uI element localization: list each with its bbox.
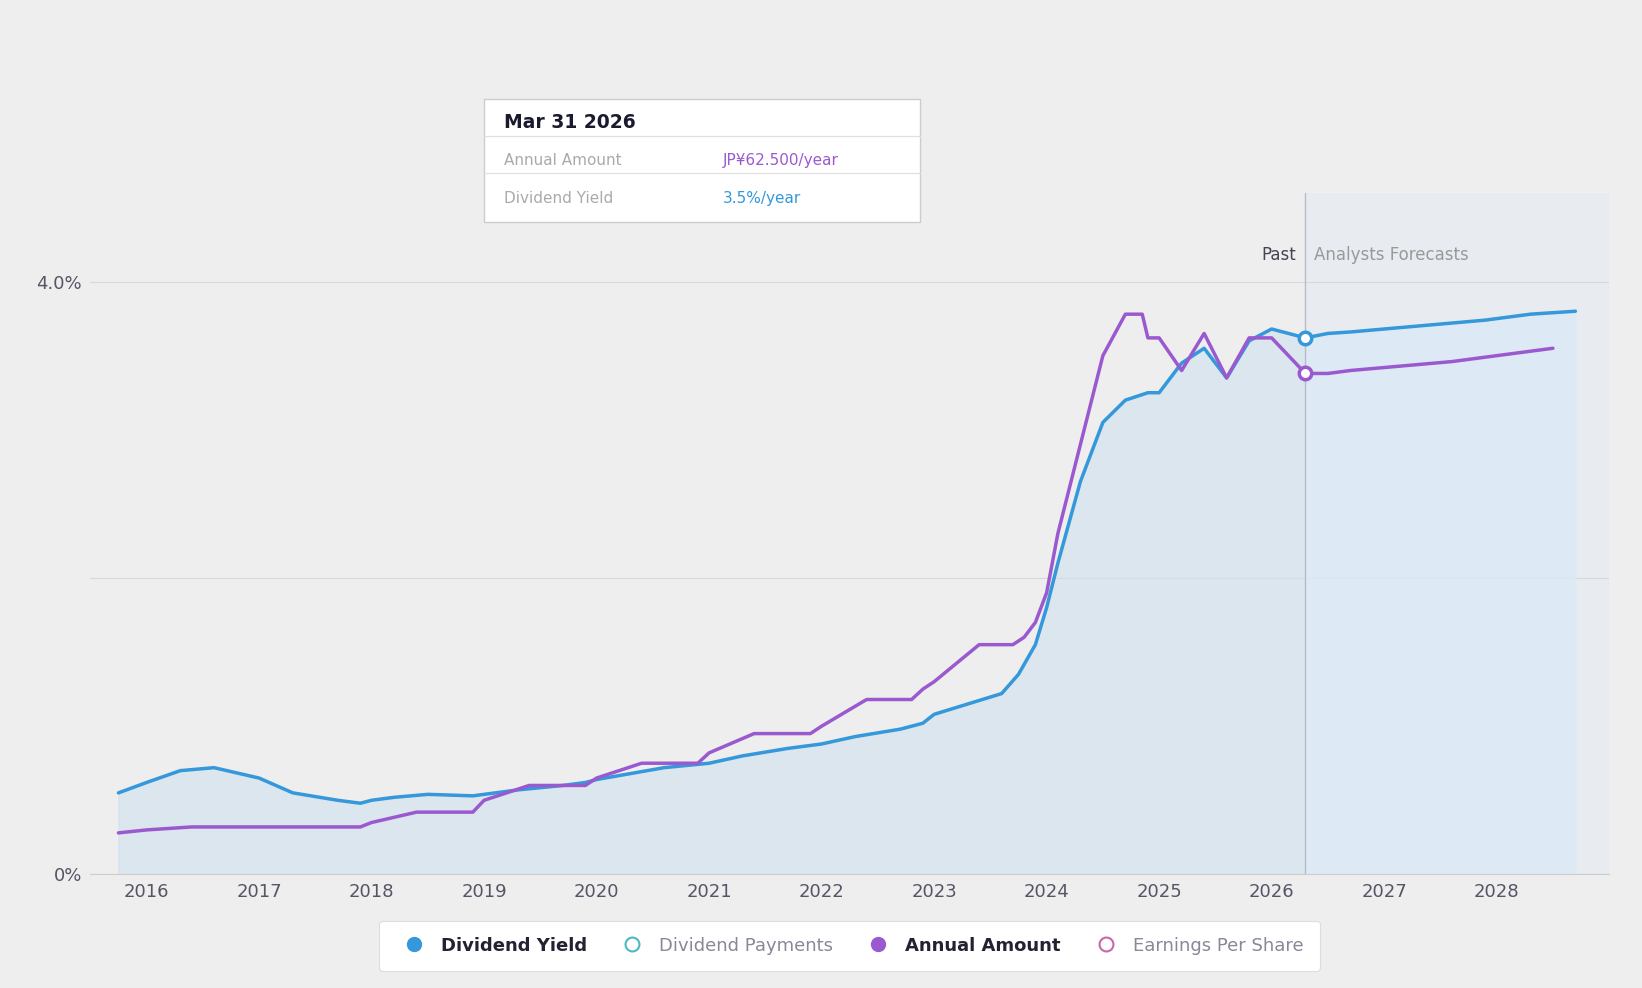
Text: Dividend Yield: Dividend Yield xyxy=(504,191,614,206)
Bar xyxy=(1305,193,1609,874)
Text: Past: Past xyxy=(1261,246,1297,264)
Text: JP¥62.500/year: JP¥62.500/year xyxy=(722,153,839,168)
Text: Analysts Forecasts: Analysts Forecasts xyxy=(1314,246,1470,264)
Legend: Dividend Yield, Dividend Payments, Annual Amount, Earnings Per Share: Dividend Yield, Dividend Payments, Annua… xyxy=(379,921,1320,971)
Text: Mar 31 2026: Mar 31 2026 xyxy=(504,113,635,131)
Text: Annual Amount: Annual Amount xyxy=(504,153,622,168)
Text: 3.5%/year: 3.5%/year xyxy=(722,191,801,206)
